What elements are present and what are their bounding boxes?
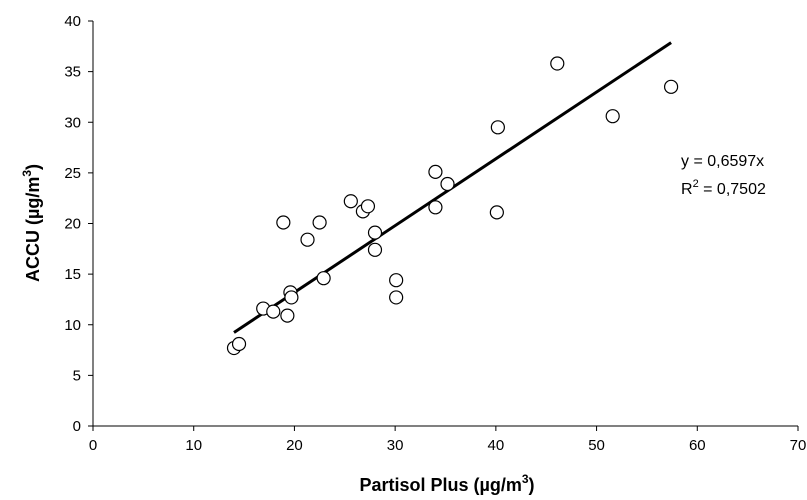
data-point: [312, 215, 327, 230]
data-point: [605, 109, 620, 124]
x-axis-title-main: Partisol Plus (µg/m: [359, 475, 521, 495]
data-point: [490, 120, 505, 135]
x-axis-title: Partisol Plus (µg/m3): [359, 472, 534, 495]
x-tick-label: 70: [790, 437, 807, 454]
r-squared-label: R2 = 0,7502: [681, 178, 766, 198]
data-point: [389, 290, 404, 305]
data-point: [440, 176, 455, 192]
data-point: [367, 242, 383, 257]
r-squared-value: = 0,7502: [699, 181, 766, 198]
y-tick-label: 15: [64, 266, 81, 283]
y-axis-title: ACCU (µg/m3): [20, 164, 43, 282]
tick-group: 0 5 10 15 20 25 30 35 40 0 10 20 30 40 50 60 70: [64, 13, 806, 454]
data-point: [343, 194, 358, 209]
data-point: [266, 304, 281, 319]
x-axis-title-sup: 3: [522, 472, 529, 486]
y-axis-title-main: ACCU (µg/m: [23, 177, 43, 282]
y-tick-label: 40: [64, 13, 81, 30]
x-axis-title-close: ): [529, 475, 535, 495]
y-tick-label: 10: [64, 317, 81, 334]
x-tick-label: 0: [89, 437, 97, 454]
data-point: [663, 79, 679, 94]
y-axis-title-sup: 3: [20, 170, 34, 177]
data-point: [367, 225, 383, 240]
data-points: [226, 56, 679, 356]
data-point: [316, 271, 331, 286]
y-tick-label: 35: [64, 64, 81, 81]
data-point: [428, 200, 443, 215]
y-tick-label: 25: [64, 165, 81, 182]
data-point: [276, 215, 291, 230]
data-point: [489, 205, 504, 220]
data-point: [389, 273, 404, 288]
x-tick-label: 40: [488, 437, 505, 454]
y-tick-label: 5: [73, 367, 81, 384]
x-tick-label: 50: [588, 437, 605, 454]
y-axis-title-close: ): [23, 164, 43, 170]
r-squared-prefix: R: [681, 181, 693, 198]
trend-equation: y = 0,6597x: [681, 153, 764, 170]
y-tick-label: 30: [64, 114, 81, 131]
x-tick-label: 20: [286, 437, 303, 454]
x-tick-label: 60: [689, 437, 706, 454]
data-point: [428, 164, 443, 179]
r-squared-sup: 2: [693, 178, 699, 190]
data-point: [550, 56, 565, 71]
data-point: [231, 336, 247, 352]
data-point: [300, 232, 315, 247]
data-point: [284, 290, 299, 305]
axes: [92, 21, 798, 427]
x-tick-label: 30: [387, 437, 404, 454]
x-tick-label: 10: [185, 437, 202, 454]
y-tick-label: 0: [73, 418, 81, 435]
data-point: [360, 199, 376, 214]
y-tick-label: 20: [64, 216, 81, 233]
data-point: [280, 308, 295, 323]
